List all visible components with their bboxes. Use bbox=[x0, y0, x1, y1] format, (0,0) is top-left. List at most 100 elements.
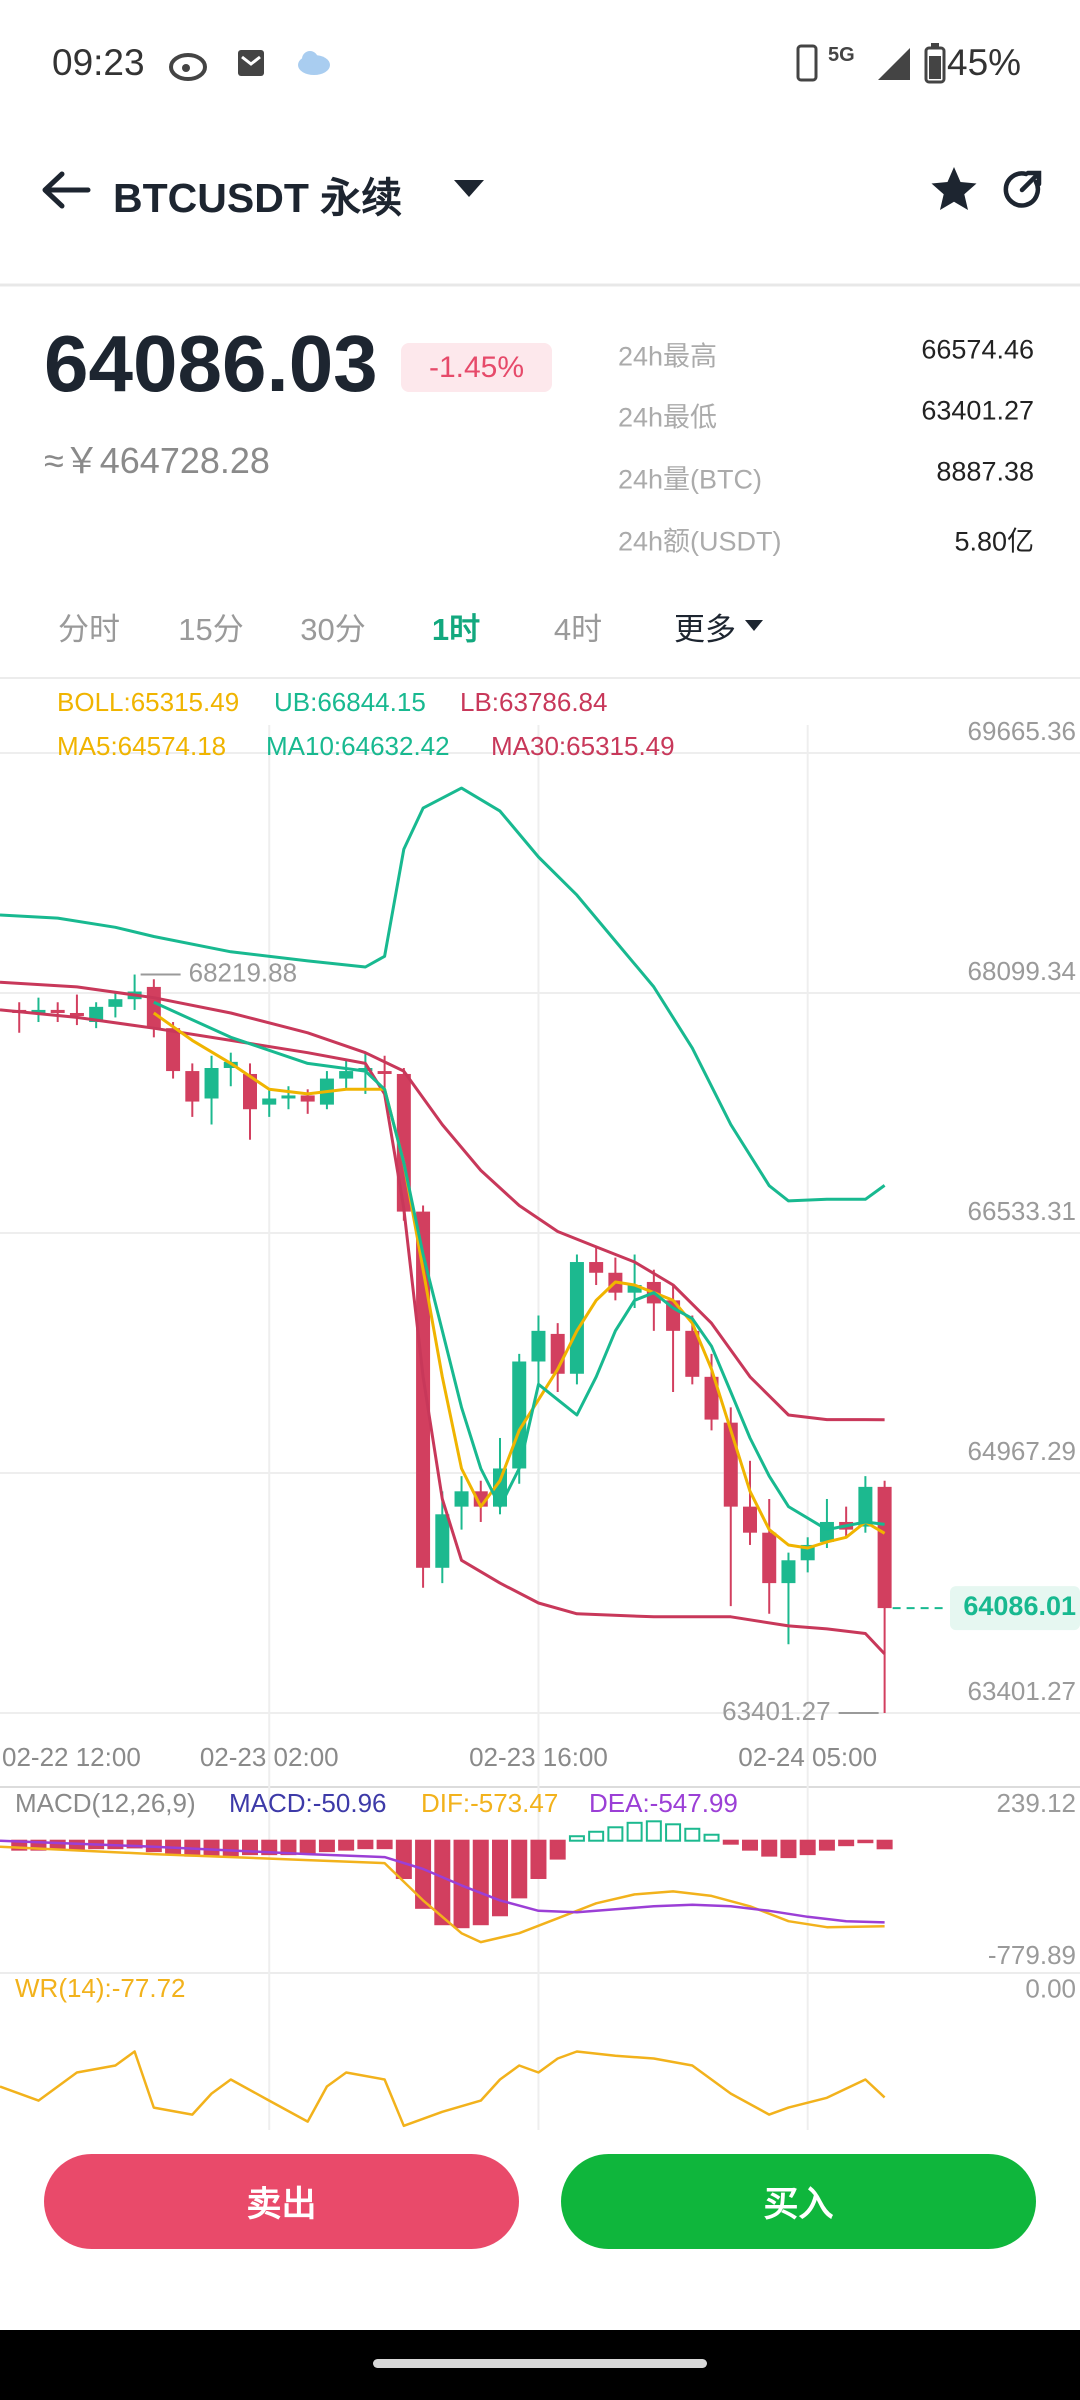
macd-bar bbox=[665, 1823, 682, 1842]
interval-tab[interactable]: 30分 bbox=[300, 612, 366, 647]
candle-body bbox=[50, 1009, 65, 1013]
legend-entry: LB:63786.84 bbox=[460, 687, 607, 717]
candle-body bbox=[377, 1071, 392, 1074]
indicator-line bbox=[0, 786, 886, 1203]
macd-bar bbox=[472, 1839, 489, 1926]
stat-label: 24h最低 bbox=[618, 402, 718, 433]
annotation-label: 68219.88 bbox=[189, 957, 297, 987]
candle-body bbox=[685, 1330, 700, 1377]
macd-bar bbox=[453, 1839, 470, 1929]
x-tick-label: 02-23 02:00 bbox=[200, 1742, 339, 1772]
legend-entry: MA10:64632.42 bbox=[266, 731, 450, 761]
share-button[interactable] bbox=[998, 166, 1046, 214]
more-caret bbox=[745, 620, 763, 631]
macd-bar bbox=[549, 1839, 566, 1860]
interval-tab[interactable]: 4时 bbox=[553, 612, 603, 647]
symbol-dropdown[interactable] bbox=[452, 178, 486, 200]
candle-body bbox=[569, 1262, 584, 1374]
last-price: 64086.03 bbox=[44, 319, 378, 408]
home-indicator[interactable] bbox=[373, 2359, 707, 2368]
y-tick-label: 66533.31 bbox=[968, 1196, 1076, 1226]
annotation-label: 63401.27 bbox=[722, 1696, 830, 1726]
y-tick-label: 68099.34 bbox=[968, 956, 1076, 986]
macd-bar bbox=[492, 1839, 508, 1917]
legend-entry: WR(14):-77.72 bbox=[15, 1973, 186, 2003]
macd-bar bbox=[645, 1820, 662, 1842]
candle-body bbox=[204, 1068, 219, 1099]
signal-icons bbox=[796, 43, 946, 84]
battery-level: 45% bbox=[947, 42, 1022, 83]
x-tick-label: 02-23 16:00 bbox=[469, 1742, 608, 1772]
stat-value: 63401.27 bbox=[921, 395, 1034, 426]
candle-body bbox=[858, 1486, 873, 1527]
legend-entry: BOLL:65315.49 bbox=[57, 687, 239, 717]
candle-body bbox=[589, 1262, 604, 1273]
candle-body bbox=[166, 1028, 181, 1072]
macd-bar bbox=[607, 1826, 624, 1842]
cny-price: ≈￥464728.28 bbox=[44, 440, 270, 481]
macd-bar bbox=[684, 1827, 701, 1842]
candle-body bbox=[339, 1071, 354, 1079]
x-tick-label: 02-22 12:00 bbox=[2, 1742, 141, 1772]
interval-tab[interactable]: 1时 bbox=[431, 612, 481, 647]
interval-tab[interactable]: 分时 bbox=[58, 612, 120, 647]
macd-bar bbox=[511, 1839, 528, 1899]
macd-bar bbox=[761, 1839, 778, 1857]
panel-title: MACD(12,26,9) bbox=[15, 1788, 196, 1818]
macd-bar bbox=[818, 1839, 835, 1851]
change-badge: -1.45% bbox=[401, 343, 552, 392]
y-tick-label: 63401.27 bbox=[968, 1676, 1076, 1706]
y-tick-label: 239.12 bbox=[996, 1788, 1076, 1818]
macd-bar bbox=[722, 1839, 739, 1845]
macd-bar bbox=[799, 1839, 816, 1856]
candle-body bbox=[454, 1491, 469, 1507]
macd-bar bbox=[376, 1839, 393, 1850]
candle-body bbox=[627, 1285, 642, 1293]
network-type: 5G bbox=[828, 44, 855, 66]
candle-body bbox=[435, 1514, 450, 1568]
y-tick-label: 64967.29 bbox=[968, 1436, 1076, 1466]
macd-line bbox=[0, 1839, 885, 1924]
legend-entry: MACD:-50.96 bbox=[229, 1788, 387, 1818]
macd-bar bbox=[857, 1839, 874, 1844]
candle-body bbox=[704, 1376, 719, 1420]
sell-button[interactable]: 卖出 bbox=[44, 2154, 519, 2249]
last-price-label: 64086.01 bbox=[963, 1591, 1076, 1621]
macd-bar bbox=[530, 1839, 547, 1879]
candle-body bbox=[185, 1071, 200, 1102]
stat-value: 8887.38 bbox=[936, 456, 1034, 487]
more-tab[interactable]: 更多 bbox=[674, 612, 736, 647]
macd-bar bbox=[222, 1839, 239, 1857]
macd-bar bbox=[703, 1833, 720, 1842]
candle-body bbox=[243, 1073, 257, 1110]
stat-value: 5.80亿 bbox=[954, 526, 1034, 557]
macd-bar bbox=[838, 1839, 855, 1847]
macd-bar bbox=[338, 1839, 355, 1851]
macd-bar bbox=[568, 1835, 585, 1842]
candle-body bbox=[281, 1095, 296, 1099]
candle-body bbox=[300, 1095, 315, 1102]
candle-body bbox=[108, 999, 123, 1007]
candle-body bbox=[762, 1532, 777, 1584]
candle-body bbox=[146, 986, 161, 1029]
macd-bar bbox=[357, 1839, 374, 1850]
interval-tab[interactable]: 15分 bbox=[178, 612, 244, 647]
candle-body bbox=[723, 1422, 738, 1507]
status-icons bbox=[169, 50, 330, 81]
legend-entry: MA5:64574.18 bbox=[57, 731, 226, 761]
symbol-title[interactable]: BTCUSDT 永续 bbox=[113, 175, 403, 221]
indicator-line bbox=[152, 1011, 886, 1550]
buy-button[interactable]: 买入 bbox=[561, 2154, 1036, 2249]
legend-entry: UB:66844.15 bbox=[274, 687, 426, 717]
favorite-button[interactable] bbox=[928, 164, 980, 216]
macd-bar bbox=[780, 1839, 797, 1859]
macd-bar bbox=[261, 1839, 278, 1856]
back-button[interactable] bbox=[40, 168, 92, 212]
legend-entry: DIF:-573.47 bbox=[421, 1788, 558, 1818]
candle-body bbox=[69, 1012, 84, 1017]
y-tick-label: 0.00 bbox=[1025, 1973, 1076, 2003]
clock: 09:23 bbox=[52, 42, 145, 83]
